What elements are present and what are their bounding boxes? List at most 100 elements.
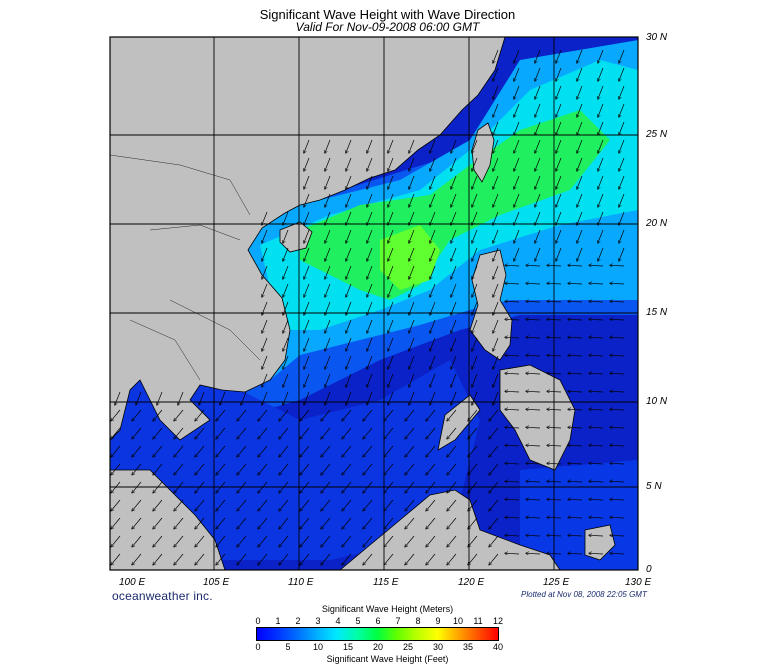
wave-arrow	[132, 499, 142, 511]
wave-arrow	[493, 157, 499, 171]
lon-label-125: 125 E	[543, 577, 570, 588]
wave-arrow	[237, 553, 247, 565]
wave-arrow	[178, 391, 184, 405]
wave-arrow	[283, 283, 289, 297]
wave-arrow	[493, 229, 499, 243]
wave-arrow	[535, 139, 541, 153]
wave-arrow	[589, 445, 604, 446]
wave-arrow	[300, 427, 310, 439]
feet-tick: 25	[402, 642, 414, 652]
wave-arrow	[325, 301, 331, 315]
wave-arrow	[430, 283, 436, 297]
wave-arrow	[325, 229, 331, 243]
wave-arrow	[468, 445, 478, 457]
wave-arrow	[367, 301, 373, 315]
lat-label-25: 25 N	[646, 129, 668, 140]
wave-arrow	[619, 247, 625, 261]
wave-arrow	[589, 481, 604, 482]
wave-arrow	[489, 445, 499, 457]
feet-tick: 0	[255, 642, 261, 652]
wave-arrow	[426, 535, 436, 547]
wave-arrow	[388, 265, 394, 279]
wave-arrow	[300, 409, 310, 421]
wave-arrow	[325, 247, 331, 261]
wave-arrow	[195, 481, 205, 493]
wave-arrow	[493, 391, 499, 405]
wave-arrow	[388, 193, 394, 207]
wave-arrow	[535, 157, 541, 171]
wave-arrow	[451, 301, 457, 315]
wave-arrow	[472, 319, 478, 333]
wave-arrow	[568, 463, 583, 464]
chart-title: Significant Wave Height with Wave Direct…	[259, 7, 516, 22]
wave-arrow	[153, 463, 163, 475]
wave-arrow	[598, 157, 604, 171]
wave-arrow	[258, 427, 268, 439]
wave-arrow	[388, 139, 394, 153]
wave-arrow	[526, 553, 541, 554]
wave-arrow	[300, 517, 310, 529]
wave-arrow	[195, 445, 205, 457]
feet-tick: 10	[312, 642, 324, 652]
wave-arrow	[447, 535, 457, 547]
wave-arrow	[111, 463, 121, 475]
meters-tick: 0	[255, 616, 261, 626]
meters-tick: 7	[395, 616, 401, 626]
wave-arrow	[325, 157, 331, 171]
feet-tick: 35	[462, 642, 474, 652]
wave-arrow	[367, 355, 373, 369]
wave-arrow	[472, 391, 478, 405]
wave-arrow	[610, 553, 625, 554]
wave-arrow	[547, 463, 562, 464]
wave-arrow	[279, 553, 289, 565]
wave-arrow	[451, 211, 457, 225]
wave-arrow	[304, 157, 310, 171]
wave-arrow	[409, 373, 415, 387]
wave-arrow	[568, 409, 583, 410]
wave-arrow	[430, 157, 436, 171]
wave-arrow	[547, 499, 562, 500]
wave-arrow	[493, 373, 499, 387]
wave-arrow	[346, 229, 352, 243]
wave-arrow	[409, 283, 415, 297]
wave-arrow	[505, 481, 520, 482]
wave-arrow	[493, 49, 499, 63]
wave-arrow	[325, 391, 331, 405]
wave-arrow	[363, 409, 373, 421]
wave-arrow	[384, 481, 394, 493]
wave-arrow	[598, 175, 604, 189]
plotted-timestamp: Plotted at Nov 08, 2008 22:05 GMT	[521, 590, 647, 599]
wave-arrow	[409, 265, 415, 279]
wave-arrow	[556, 49, 562, 63]
wave-arrow	[216, 445, 226, 457]
wave-arrow	[556, 67, 562, 81]
wave-arrow	[325, 175, 331, 189]
wave-arrow	[493, 211, 499, 225]
wave-arrow	[514, 103, 520, 117]
wave-arrow	[111, 535, 121, 547]
wave-arrow	[472, 157, 478, 171]
wave-arrow	[405, 535, 415, 547]
wave-arrow	[598, 229, 604, 243]
meters-tick: 4	[335, 616, 341, 626]
wave-arrow	[447, 409, 457, 421]
wave-arrow	[367, 337, 373, 351]
wave-arrow	[220, 391, 226, 405]
wave-arrow	[547, 319, 562, 320]
wave-arrow	[304, 139, 310, 153]
wave-arrow	[568, 445, 583, 446]
wave-arrow	[153, 427, 163, 439]
wave-arrow	[598, 247, 604, 261]
wave-arrow	[405, 481, 415, 493]
wave-arrow	[589, 517, 604, 518]
wave-arrow	[619, 85, 625, 99]
wave-arrow	[363, 427, 373, 439]
wave-arrow	[241, 391, 247, 405]
feet-tick: 40	[492, 642, 504, 652]
wave-arrow	[489, 553, 499, 565]
wave-arrow	[451, 229, 457, 243]
wave-arrow	[568, 517, 583, 518]
wave-arrow	[535, 67, 541, 81]
wave-arrow	[514, 157, 520, 171]
wave-arrow	[237, 517, 247, 529]
